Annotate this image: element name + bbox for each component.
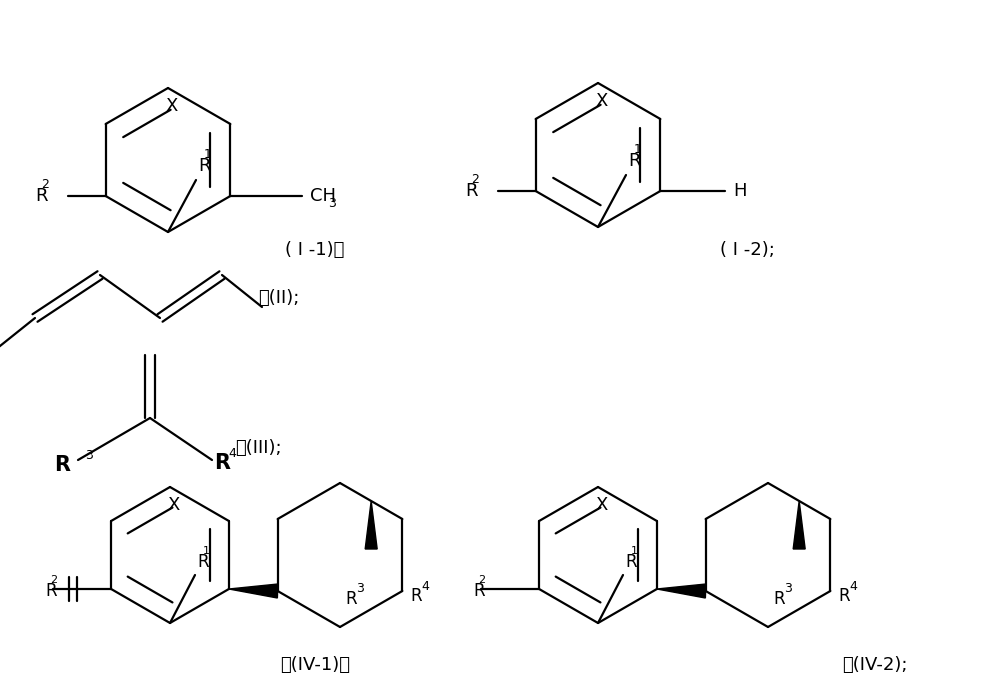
Text: ( Ⅰ -1)或: ( Ⅰ -1)或 xyxy=(285,241,344,259)
Text: CH: CH xyxy=(310,187,336,205)
Text: R: R xyxy=(625,553,637,571)
Text: R: R xyxy=(466,182,478,200)
Text: 3: 3 xyxy=(356,582,364,595)
Text: 1: 1 xyxy=(204,148,212,161)
Text: 4: 4 xyxy=(849,580,857,593)
Text: R: R xyxy=(773,590,785,608)
Text: ( Ⅰ -2);: ( Ⅰ -2); xyxy=(720,241,775,259)
Text: R: R xyxy=(345,590,357,608)
Text: 2: 2 xyxy=(478,575,486,585)
Text: 1: 1 xyxy=(634,142,642,155)
Polygon shape xyxy=(657,584,706,598)
Text: R: R xyxy=(473,582,485,600)
Polygon shape xyxy=(229,584,278,598)
Text: 2: 2 xyxy=(41,178,49,191)
Text: 式(IV-1)或: 式(IV-1)或 xyxy=(280,656,350,674)
Text: 4: 4 xyxy=(421,580,429,593)
Text: 1: 1 xyxy=(630,546,637,556)
Text: 式(III);: 式(III); xyxy=(235,439,282,457)
Text: 式(II);: 式(II); xyxy=(258,289,299,307)
Text: X: X xyxy=(166,97,178,115)
Text: 2: 2 xyxy=(50,575,58,585)
Text: 式(IV-2);: 式(IV-2); xyxy=(842,656,908,674)
Text: R: R xyxy=(838,587,850,605)
Polygon shape xyxy=(793,501,805,549)
Text: X: X xyxy=(168,496,180,514)
Text: X: X xyxy=(596,496,608,514)
Text: 3: 3 xyxy=(328,197,336,210)
Text: H: H xyxy=(733,182,747,200)
Text: R: R xyxy=(36,187,48,205)
Text: R: R xyxy=(54,455,70,475)
Text: R: R xyxy=(628,152,640,170)
Text: R: R xyxy=(198,157,210,175)
Text: R: R xyxy=(214,453,230,473)
Text: R: R xyxy=(45,582,57,600)
Text: 3: 3 xyxy=(784,582,792,595)
Text: 4: 4 xyxy=(228,447,236,460)
Text: R: R xyxy=(197,553,209,571)
Text: X: X xyxy=(596,92,608,110)
Text: 3: 3 xyxy=(85,449,93,462)
Text: R: R xyxy=(410,587,422,605)
Text: 1: 1 xyxy=(202,546,209,556)
Text: 2: 2 xyxy=(471,173,479,186)
Polygon shape xyxy=(365,501,377,549)
